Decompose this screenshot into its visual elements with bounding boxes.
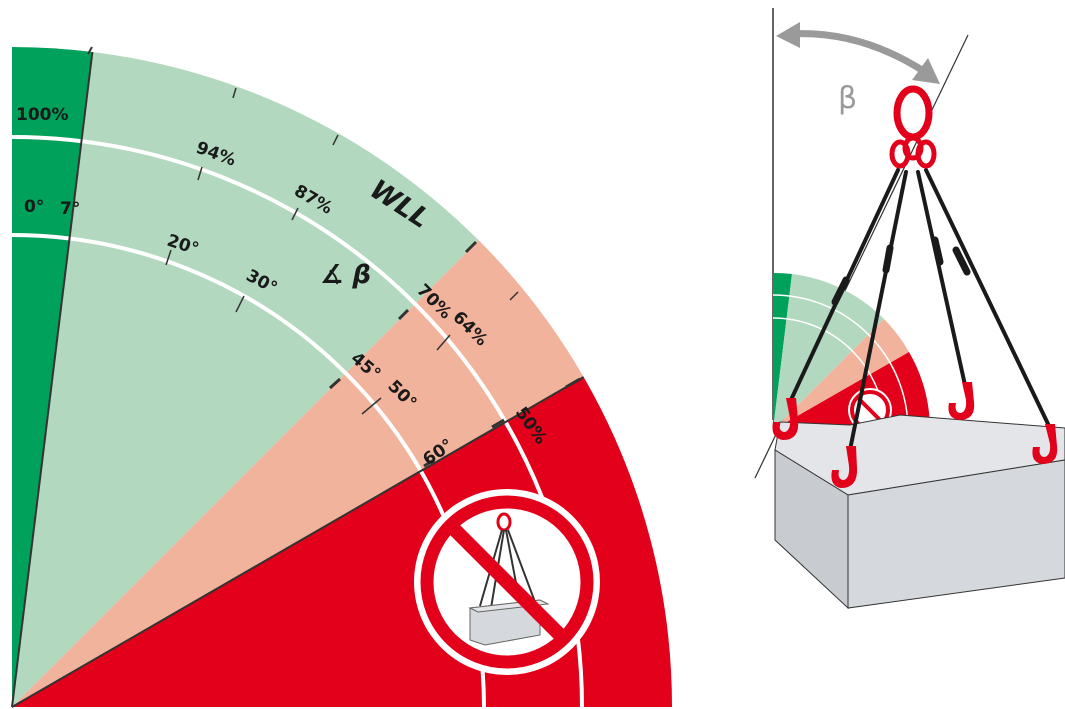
- label-0-degrees: 0°: [24, 197, 44, 217]
- angle-arrow-icon: [776, 22, 940, 84]
- label-angle-beta: ∡ β: [320, 260, 371, 290]
- tick-marks: [87, 46, 519, 415]
- sling-illustration: β: [754, 8, 1065, 610]
- load-box-icon: [774, 414, 1065, 610]
- boundary-edge-ticks: [328, 240, 581, 468]
- label-100-percent: 100%: [16, 105, 69, 125]
- label-beta: β: [838, 81, 857, 116]
- sector-7-45: [12, 52, 479, 707]
- prohibition-sign: [414, 489, 600, 675]
- sector-45-60: [12, 240, 584, 708]
- wll-angle-chart: 100% 0° 7° 94% 87% WLL 20° 30° ∡ β 70% 6…: [11, 46, 672, 708]
- master-link-icon: [889, 85, 937, 169]
- boundary-60: [11, 376, 585, 708]
- label-7-degrees: 7°: [60, 199, 80, 219]
- chain-leg-icon: [788, 168, 1052, 452]
- hook-icon: [772, 382, 1058, 488]
- mini-load-icon: [468, 512, 550, 646]
- boundary-7: [11, 51, 94, 708]
